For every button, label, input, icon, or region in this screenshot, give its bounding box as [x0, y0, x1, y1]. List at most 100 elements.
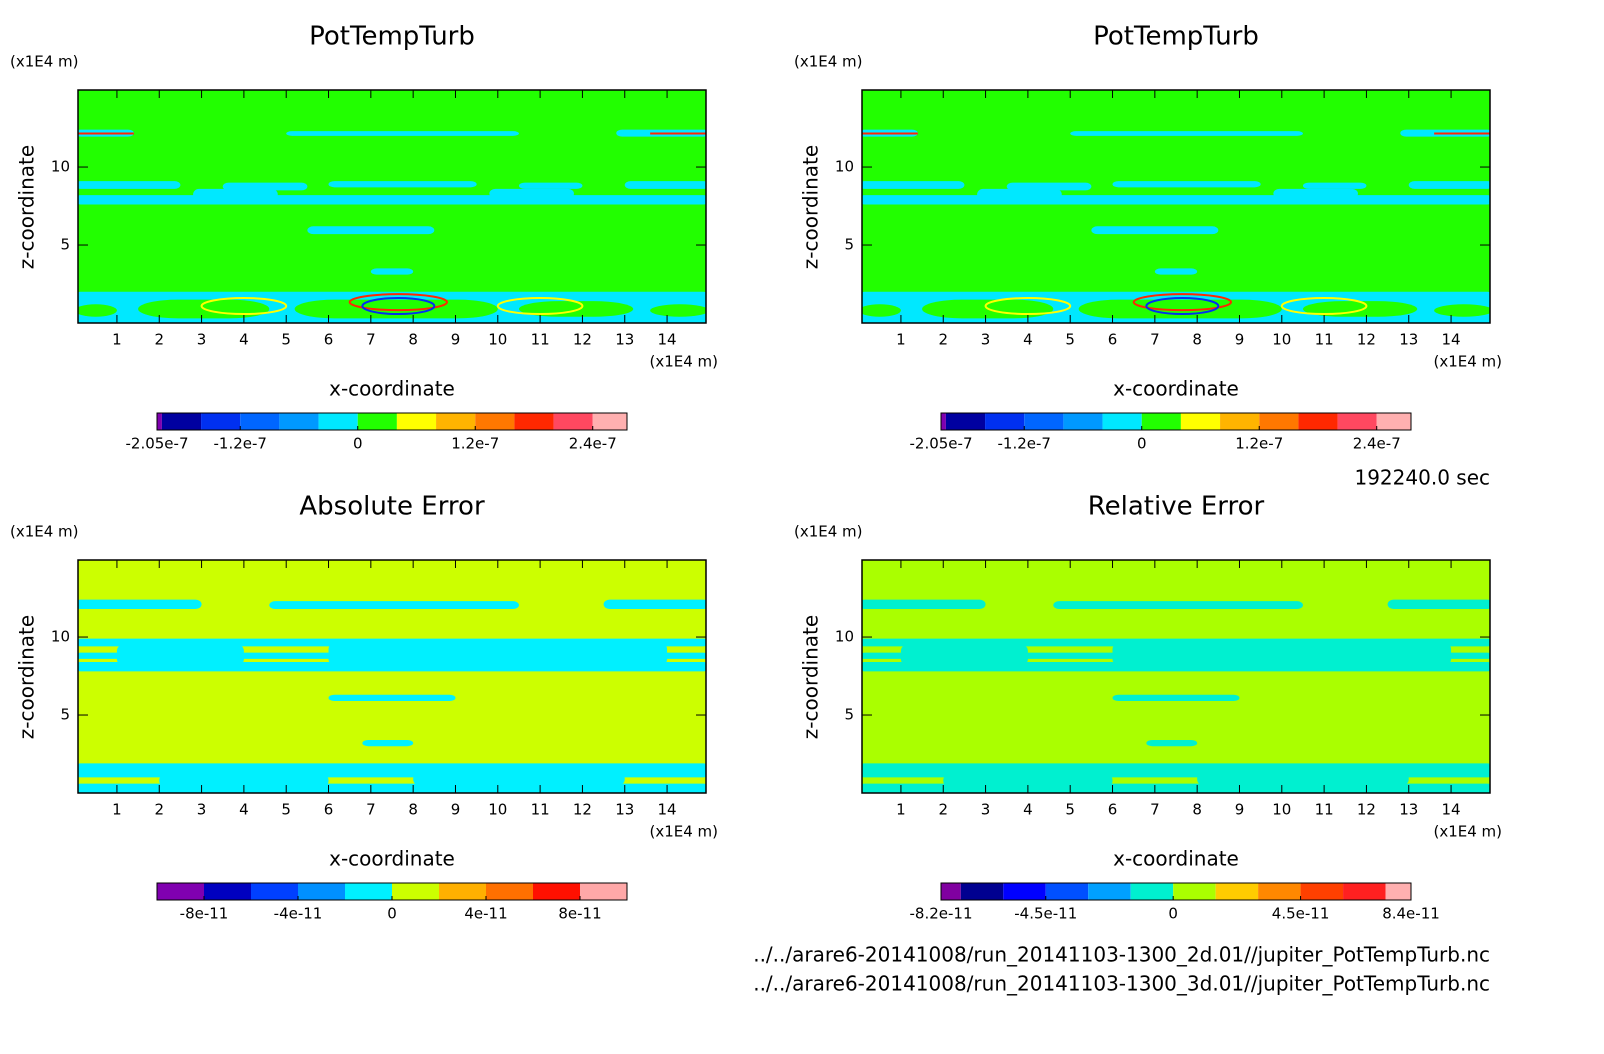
plot-frame [861, 559, 1491, 794]
colorbar-segment [1220, 413, 1260, 430]
colorbar-segment [251, 883, 298, 900]
colorbar-tick-label: 2.4e-7 [569, 435, 617, 453]
x-tick-label: 13 [1399, 331, 1418, 349]
y-tick-label: 10 [835, 158, 854, 176]
plot-frame [77, 89, 707, 324]
field-region [1053, 601, 1303, 609]
field-region [78, 304, 117, 317]
field-region [328, 694, 456, 701]
x-tick-label: 12 [1357, 801, 1376, 819]
y-axis-label: z-coordinate [15, 145, 39, 269]
field-region [1146, 739, 1198, 747]
y-tick-label: 10 [835, 628, 854, 646]
field-region [193, 188, 278, 200]
field-region [370, 268, 414, 275]
colorbar-segment [580, 883, 627, 900]
field-region [603, 599, 706, 609]
colorbar-tick-label: 1.2e-7 [451, 435, 499, 453]
field-region [1091, 226, 1219, 235]
x-tick-label: 5 [1065, 331, 1075, 349]
colorbar-segment [1258, 883, 1301, 900]
colorbar-segment [1337, 413, 1377, 430]
x-tick-label: 5 [1065, 801, 1075, 819]
colorbar-segment [533, 883, 580, 900]
colorbar-tick-label: -1.2e-7 [998, 435, 1051, 453]
x-tick-label: 11 [1315, 801, 1334, 819]
x-tick-label: 8 [1192, 331, 1202, 349]
x-tick-label: 11 [1315, 331, 1334, 349]
x-tick-label: 3 [981, 801, 991, 819]
field-arc [1280, 297, 1368, 316]
colorbar-tick-label: 8.4e-11 [1382, 905, 1440, 923]
x-tick-label: 7 [366, 801, 376, 819]
y-tick-label: 5 [844, 706, 854, 724]
colorbar-segment [279, 413, 319, 430]
field-region [977, 188, 1062, 200]
x-tick-label: 2 [154, 331, 164, 349]
colorbar-tick-label: -4.5e-11 [1014, 905, 1077, 923]
x-tick-label: 11 [531, 801, 550, 819]
x-tick-label: 4 [239, 331, 249, 349]
x-tick-label: 14 [658, 801, 677, 819]
field-region [1302, 301, 1418, 317]
colorbar-tick-label: 1.2e-7 [1235, 435, 1283, 453]
x-tick-label: 10 [488, 801, 507, 819]
colorbar-tick-label: -2.05e-7 [910, 435, 973, 453]
colorbar-segment [240, 413, 280, 430]
colorbar-tick-label: 4e-11 [464, 905, 507, 923]
field-region [943, 774, 1113, 787]
field-region [1434, 304, 1490, 317]
plot-frame [77, 559, 707, 794]
colorbar-frame [940, 882, 1412, 901]
x-tick-label: 4 [1023, 331, 1033, 349]
x-tick-label: 6 [324, 331, 334, 349]
colorbar-segment [436, 413, 476, 430]
x-tick-label: 10 [1272, 331, 1291, 349]
chart-title: Absolute Error [299, 492, 485, 522]
field-region [1112, 694, 1240, 701]
field [78, 560, 706, 793]
field-region [862, 195, 1490, 205]
field-arc [1145, 297, 1220, 316]
colorbar-segment [392, 883, 439, 900]
field [78, 90, 706, 323]
x-tick-label: 5 [281, 331, 291, 349]
field-region [116, 644, 244, 666]
colorbar-segment [486, 883, 533, 900]
field-background [862, 90, 1490, 323]
colorbar-tick-label: 0 [1168, 905, 1178, 923]
colorbar-segment [1180, 413, 1221, 430]
colorbar-segment [318, 413, 358, 430]
field-region [328, 643, 668, 666]
x-tick-label: 12 [573, 801, 592, 819]
file-path: ../../arare6-20141008/run_20141103-1300_… [753, 972, 1490, 996]
x-tick-label: 4 [1023, 801, 1033, 819]
colorbar-segment [941, 413, 946, 430]
x-tick-label: 7 [1150, 331, 1160, 349]
colorbar-segment [1298, 413, 1338, 430]
x-unit: (x1E4 m) [1433, 823, 1502, 841]
field-region [862, 304, 901, 317]
x-tick-label: 12 [573, 331, 592, 349]
colorbar-frame [940, 412, 1412, 431]
file-path: ../../arare6-20141008/run_20141103-1300_… [753, 943, 1490, 967]
x-axis-label: x-coordinate [329, 847, 455, 871]
field-region [1112, 643, 1452, 666]
x-tick-label: 1 [896, 801, 906, 819]
colorbar-segment [1024, 413, 1064, 430]
chart-title: PotTempTurb [309, 22, 475, 52]
field-region [328, 181, 477, 188]
colorbar-segment [157, 413, 162, 430]
x-tick-label: 13 [615, 801, 634, 819]
field-region [1387, 599, 1490, 609]
colorbar-segment [204, 883, 251, 900]
field-region [1078, 299, 1282, 319]
field-region [1408, 181, 1490, 189]
colorbar-segment [1376, 413, 1411, 430]
colorbar-segment [1173, 883, 1216, 900]
colorbar-tick-label: 8e-11 [558, 905, 601, 923]
field-region [413, 772, 625, 786]
field-arc [984, 297, 1072, 316]
